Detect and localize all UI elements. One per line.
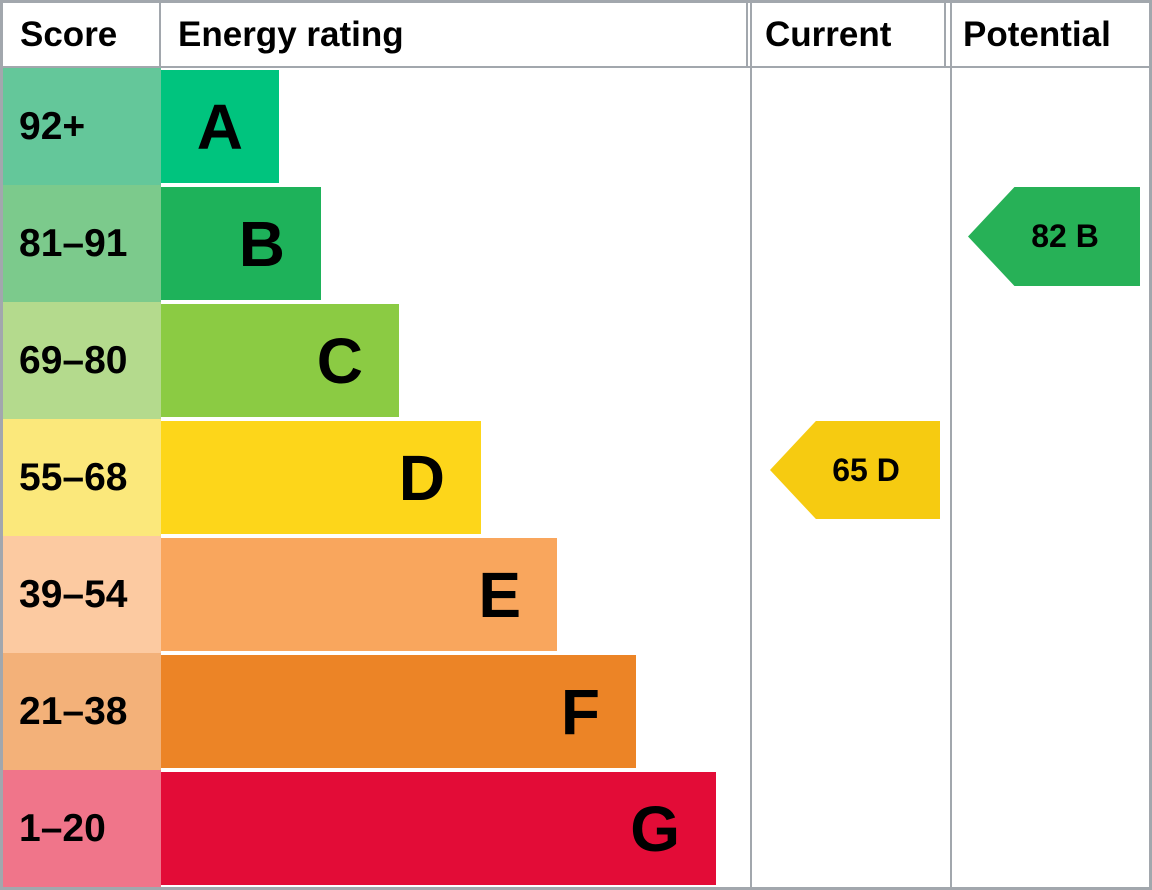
score-range-f: 21–38 [3,653,161,770]
score-range-a: 92+ [3,68,161,185]
band-row-d: 55–68 D [3,419,1149,536]
band-bar-a: A [161,70,279,183]
band-rows: 92+ A 81–91 B 69–80 C 55–68 D 39–54 E 21… [3,68,1149,887]
band-row-c: 69–80 C [3,302,1149,419]
score-range-b: 81–91 [3,185,161,302]
header-energy-rating: Energy rating [161,3,748,66]
score-range-c: 69–80 [3,302,161,419]
band-row-a: 92+ A [3,68,1149,185]
header-score: Score [3,3,161,66]
score-range-d: 55–68 [3,419,161,536]
potential-rating-value: 82 B [1031,218,1099,254]
header-current: Current [748,3,946,66]
band-row-e: 39–54 E [3,536,1149,653]
header-potential: Potential [963,14,1111,54]
band-row-b: 81–91 B [3,185,1149,302]
chart-header: Score Energy rating Current Potential [3,3,1149,68]
band-bar-g: G [161,772,716,885]
band-bar-c: C [161,304,399,417]
current-column-divider [750,3,752,887]
band-row-g: 1–20 G [3,770,1149,887]
score-range-e: 39–54 [3,536,161,653]
potential-column-divider [950,3,952,887]
band-bar-b: B [161,187,321,300]
current-rating-value: 65 D [832,451,900,488]
band-bar-d: D [161,421,481,534]
band-bar-f: F [161,655,636,768]
score-range-g: 1–20 [3,770,161,887]
band-row-f: 21–38 F [3,653,1149,770]
band-bar-e: E [161,538,557,651]
